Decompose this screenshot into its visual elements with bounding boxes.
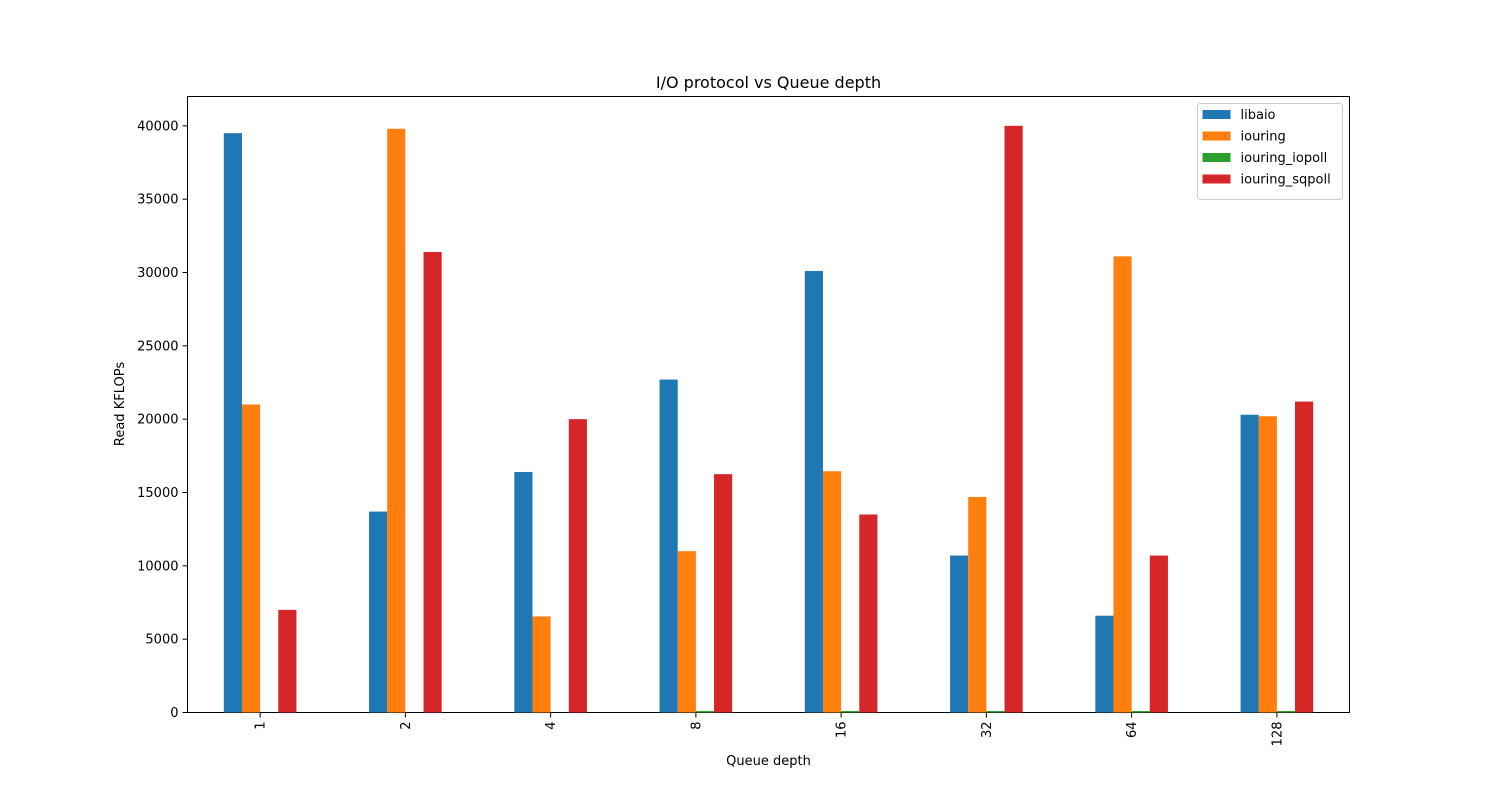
bar-iouring-64 bbox=[1113, 256, 1132, 713]
bar-libaio-32 bbox=[950, 555, 969, 713]
legend-box bbox=[1197, 103, 1343, 200]
bar-iouring_sqpoll-8 bbox=[714, 474, 733, 713]
bar-libaio-16 bbox=[804, 271, 823, 713]
x-tick-label: 4 bbox=[544, 722, 559, 730]
legend-label-iouring_iopoll: iouring_iopoll bbox=[1241, 151, 1328, 166]
x-axis-label: Queue depth bbox=[726, 754, 811, 769]
bar-iouring_iopoll-8 bbox=[695, 711, 715, 713]
bar-iouring-128 bbox=[1258, 416, 1277, 713]
bar-iouring-8 bbox=[677, 551, 696, 713]
bar-iouring_sqpoll-128 bbox=[1295, 401, 1314, 713]
bar-libaio-2 bbox=[369, 511, 388, 713]
x-tick-label: 64 bbox=[1125, 722, 1140, 739]
legend-swatch-iouring_iopoll bbox=[1202, 153, 1231, 162]
legend-swatch-iouring bbox=[1202, 131, 1231, 141]
bar-libaio-4 bbox=[514, 471, 533, 713]
bar-iouring-1 bbox=[241, 404, 261, 713]
bar-libaio-64 bbox=[1095, 615, 1114, 713]
chart-title: I/O protocol vs Queue depth bbox=[656, 73, 881, 92]
bars-layer bbox=[223, 125, 1314, 713]
bar-iouring_sqpoll-32 bbox=[1004, 125, 1023, 713]
legend-label-iouring_sqpoll: iouring_sqpoll bbox=[1241, 173, 1331, 188]
bar-iouring-32 bbox=[968, 496, 987, 713]
bar-iouring_sqpoll-2 bbox=[423, 251, 442, 713]
y-axis-label: Read KFLOPs bbox=[113, 362, 128, 446]
y-tick-label: 10000 bbox=[137, 559, 178, 574]
bar-iouring-4 bbox=[532, 616, 551, 713]
bar-iouring_sqpoll-1 bbox=[278, 609, 297, 713]
legend-swatch-iouring_sqpoll bbox=[1202, 174, 1231, 184]
bar-libaio-8 bbox=[659, 379, 678, 713]
plot-frame bbox=[187, 96, 1350, 713]
bar-iouring_sqpoll-16 bbox=[859, 514, 878, 713]
bar-iouring_iopoll-64 bbox=[1131, 711, 1150, 713]
bar-libaio-1 bbox=[223, 133, 242, 713]
legend-label-iouring: iouring bbox=[1241, 130, 1286, 145]
bar-iouring_iopoll-128 bbox=[1276, 711, 1296, 713]
y-tick-label: 0 bbox=[170, 706, 178, 721]
x-tick-label: 2 bbox=[399, 722, 414, 730]
y-tick-label: 15000 bbox=[137, 486, 178, 501]
bar-libaio-128 bbox=[1240, 414, 1259, 713]
legend-label-libaio: libaio bbox=[1241, 108, 1276, 123]
bar-iouring_sqpoll-4 bbox=[568, 419, 587, 713]
bar-iouring_iopoll-32 bbox=[986, 711, 1005, 713]
x-tick-label: 32 bbox=[980, 722, 995, 739]
y-tick-label: 35000 bbox=[137, 193, 178, 208]
x-tick-label: 16 bbox=[835, 722, 850, 739]
y-tick-label: 40000 bbox=[137, 119, 178, 134]
axes-layer: 0 5000 10000 15000 20000 25000 30000 35000 40000… bbox=[137, 119, 1285, 746]
y-tick-label: 25000 bbox=[137, 339, 178, 354]
x-tick-label: 8 bbox=[689, 722, 704, 730]
bar-iouring-2 bbox=[387, 128, 406, 713]
bar-iouring-16 bbox=[822, 471, 842, 713]
bar-iouring_iopoll-16 bbox=[841, 711, 860, 713]
y-tick-label: 5000 bbox=[145, 633, 178, 648]
bar-iouring_sqpoll-64 bbox=[1149, 555, 1168, 713]
x-tick-label: 1 bbox=[254, 722, 269, 730]
legend-swatch-libaio bbox=[1202, 110, 1231, 119]
legend: libaio iouring iouring_iopoll iouring_sqpol… bbox=[1197, 103, 1343, 200]
y-tick-label: 30000 bbox=[137, 266, 178, 281]
x-tick-label: 128 bbox=[1270, 722, 1285, 747]
y-tick-label: 20000 bbox=[137, 413, 178, 428]
